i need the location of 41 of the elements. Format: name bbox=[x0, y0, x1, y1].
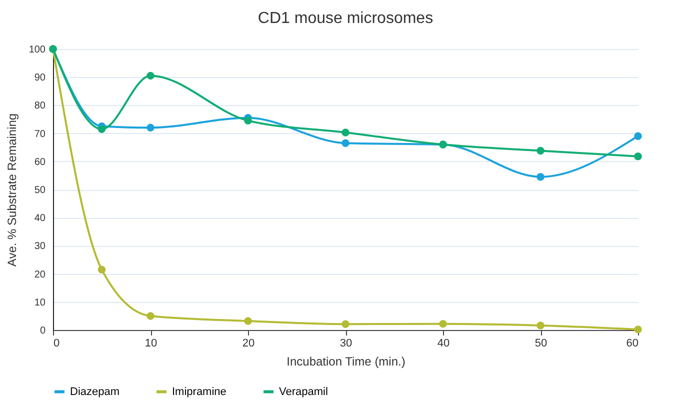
x-tick-label: 40 bbox=[437, 338, 450, 350]
point bbox=[342, 128, 350, 136]
y-tick-label: 100 bbox=[28, 44, 46, 56]
point bbox=[146, 72, 154, 80]
point bbox=[98, 266, 106, 274]
point bbox=[439, 320, 447, 328]
y-tick-label: 30 bbox=[34, 241, 46, 252]
y-tick-label: 10 bbox=[34, 297, 46, 308]
x-axis-title: Incubation Time (min.) bbox=[286, 354, 406, 368]
x-tick-label: 60 bbox=[626, 338, 638, 350]
y-tick-label: 40 bbox=[34, 213, 46, 224]
legend-label: Diazepam bbox=[70, 386, 120, 398]
y-tick-label: 50 bbox=[34, 185, 46, 196]
y-axis-title: Ave. % Substrate Remaining bbox=[4, 113, 19, 267]
point bbox=[244, 116, 252, 125]
y-tick-label: 0 bbox=[40, 326, 46, 336]
x-tick-label: 50 bbox=[534, 338, 548, 350]
y-tick-label: 60 bbox=[34, 156, 46, 168]
point bbox=[536, 146, 544, 155]
x-tick-label: 30 bbox=[340, 338, 352, 350]
legend-label: Verapamil bbox=[279, 386, 328, 398]
legend-label: Imipramine bbox=[172, 386, 226, 398]
x-tick-label: 20 bbox=[242, 338, 255, 350]
y-tick-label: 20 bbox=[34, 269, 46, 280]
y-tick-label: 90 bbox=[34, 72, 46, 84]
y-tick-label: 70 bbox=[34, 128, 46, 140]
chart-title: CD1 mouse microsomes bbox=[258, 10, 434, 27]
point bbox=[146, 312, 154, 320]
point bbox=[536, 322, 544, 330]
point bbox=[634, 326, 642, 334]
point bbox=[536, 172, 544, 181]
point bbox=[342, 139, 350, 147]
point bbox=[342, 320, 350, 328]
x-tick-label: 10 bbox=[144, 338, 158, 350]
point bbox=[634, 152, 642, 160]
point bbox=[244, 317, 252, 325]
point bbox=[634, 132, 642, 140]
y-tick-label: 80 bbox=[34, 100, 46, 112]
x-tick-label: 0 bbox=[54, 338, 60, 350]
point bbox=[146, 124, 154, 132]
point bbox=[98, 125, 106, 133]
